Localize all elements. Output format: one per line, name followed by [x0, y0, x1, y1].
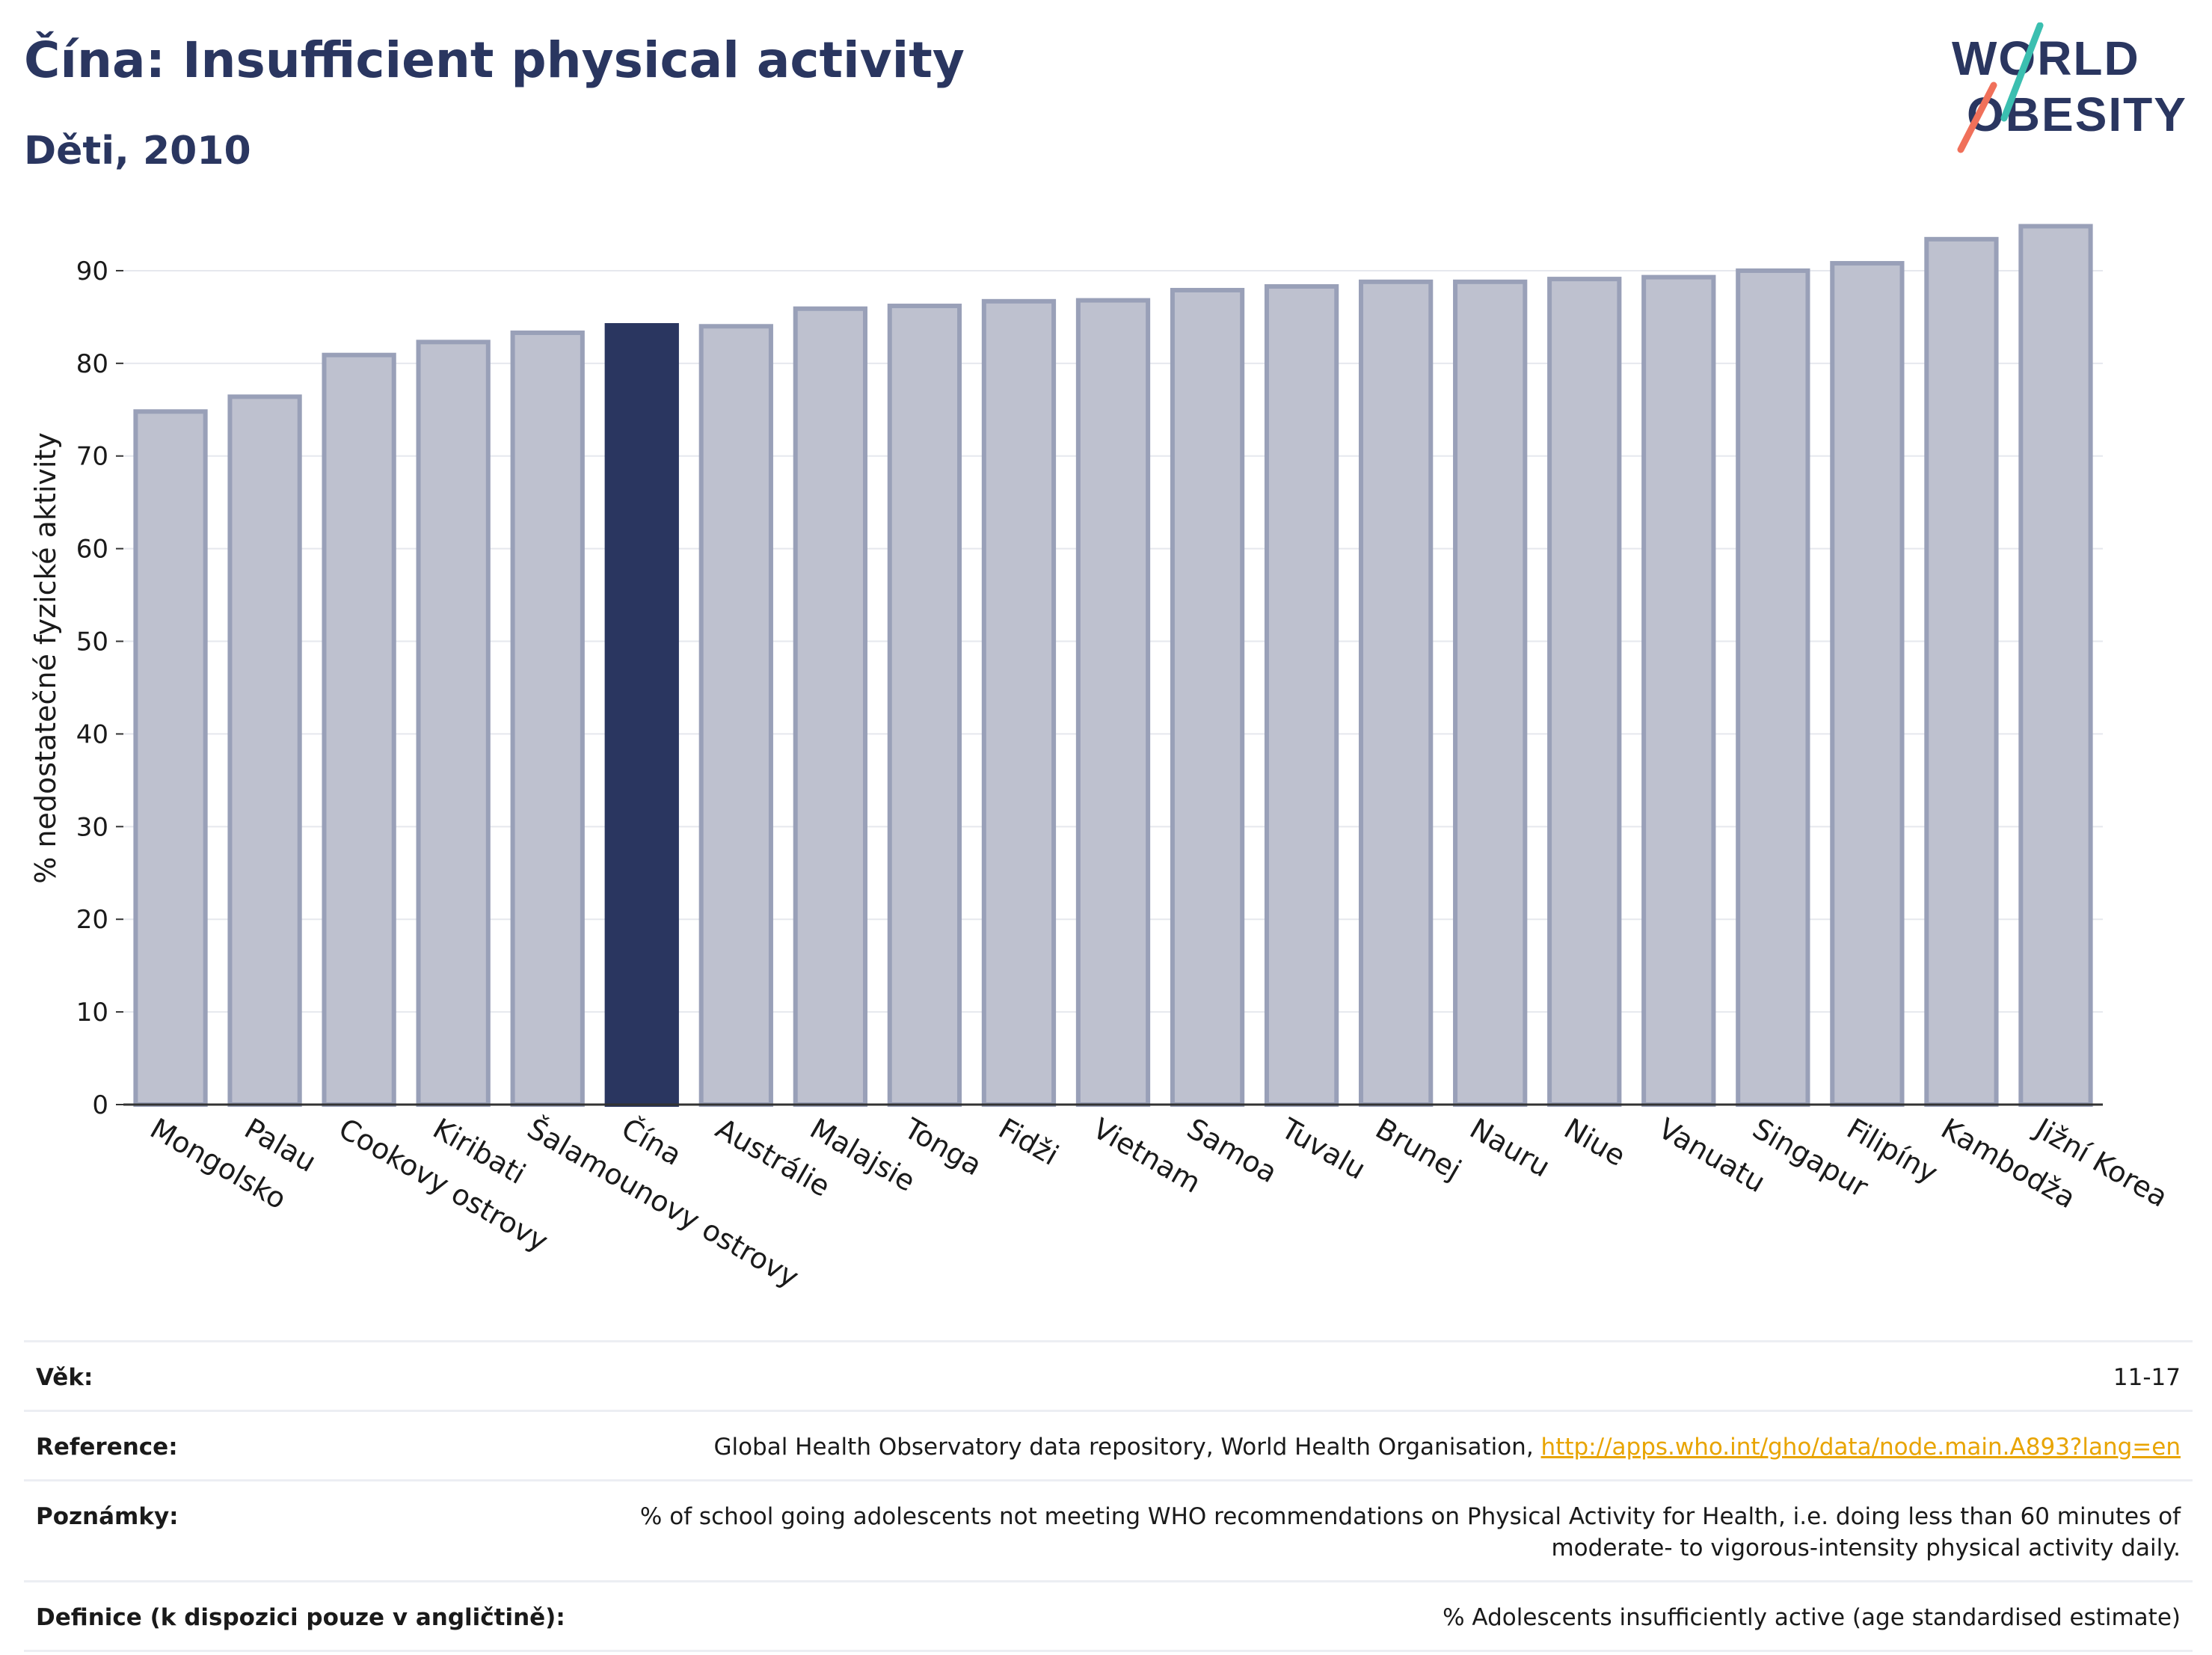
bar-13	[1359, 279, 1434, 1108]
x-tick-label: Vietnam	[1087, 1112, 1206, 1200]
y-axis-label: % nedostatečné fyzické aktivity	[29, 432, 62, 884]
bar-10	[1075, 298, 1151, 1108]
bar-15	[1547, 277, 1622, 1107]
reference-label: Reference:	[36, 1434, 178, 1461]
x-tick-label: Tuvalu	[1275, 1111, 1371, 1186]
x-tick-label: Fidži	[993, 1112, 1064, 1172]
bar-19	[1924, 236, 1999, 1108]
bar-6	[698, 324, 773, 1108]
meta-row-definition: Definice (k dispozici pouze v angličtině…	[24, 1580, 2193, 1652]
y-tick-label: 40	[76, 719, 108, 749]
bar-3	[416, 340, 491, 1107]
logo-line-1: WORLD	[1952, 31, 2140, 85]
x-tick-label: Brunej	[1370, 1112, 1466, 1187]
meta-row-reference: Reference: Global Health Observatory dat…	[24, 1410, 2193, 1479]
reference-link[interactable]: http://apps.who.int/gho/data/node.main.A…	[1540, 1434, 2181, 1461]
bar-12	[1264, 284, 1339, 1107]
age-label: Věk:	[36, 1364, 93, 1391]
bar-20	[2018, 224, 2093, 1107]
bar-9	[981, 298, 1057, 1107]
reference-value: Global Health Observatory data repositor…	[713, 1431, 2181, 1463]
y-tick-label: 10	[76, 998, 108, 1028]
reference-text: Global Health Observatory data repositor…	[713, 1434, 1541, 1461]
x-tick-label: Nauru	[1464, 1112, 1555, 1184]
bar-1	[227, 394, 302, 1107]
logo-slash-teal	[2000, 22, 2044, 122]
y-tick-label: 20	[76, 905, 108, 935]
bar-14	[1453, 279, 1528, 1108]
world-obesity-logo: WORLD OBESITY	[1952, 22, 2187, 153]
bar-18	[1830, 261, 1905, 1108]
x-tick-label: Vanuatu	[1653, 1112, 1771, 1199]
y-tick-label: 60	[76, 535, 108, 565]
y-tick-label: 80	[76, 349, 108, 379]
definition-label: Definice (k dispozici pouze v angličtině…	[36, 1604, 565, 1631]
bar-7	[793, 306, 867, 1107]
y-tick-label: 50	[76, 627, 108, 657]
meta-row-age: Věk: 11-17	[24, 1340, 2193, 1410]
logo-slash-coral	[1957, 82, 1997, 153]
metadata-table: Věk: 11-17 Reference: Global Health Obse…	[24, 1340, 2193, 1652]
logo-line-2: OBESITY	[1967, 87, 2187, 141]
bar-2	[322, 352, 396, 1107]
meta-row-notes: Poznámky: % of school going adolescents …	[24, 1479, 2193, 1580]
x-tick-label: Niue	[1558, 1112, 1631, 1173]
y-tick-label: 70	[76, 442, 108, 472]
bar-11	[1170, 287, 1245, 1108]
bar-4	[510, 330, 585, 1108]
bar-8	[887, 304, 962, 1108]
y-tick-label: 30	[76, 812, 108, 842]
y-tick-label: 0	[92, 1090, 108, 1120]
bar-16	[1641, 274, 1716, 1108]
notes-value: % of school going adolescents not meetin…	[639, 1503, 2181, 1562]
page-title: Čína: Insufficient physical activity	[24, 31, 965, 89]
bar-17	[1736, 268, 1810, 1107]
bar-0	[133, 409, 208, 1107]
notes-label: Poznámky:	[36, 1503, 179, 1530]
page-subtitle: Děti, 2010	[24, 129, 251, 174]
y-tick-label: 90	[76, 257, 108, 286]
age-value: 11-17	[2113, 1364, 2181, 1391]
bar-5	[604, 323, 679, 1107]
definition-value: % Adolescents insufficiently active (age…	[1443, 1604, 2181, 1631]
